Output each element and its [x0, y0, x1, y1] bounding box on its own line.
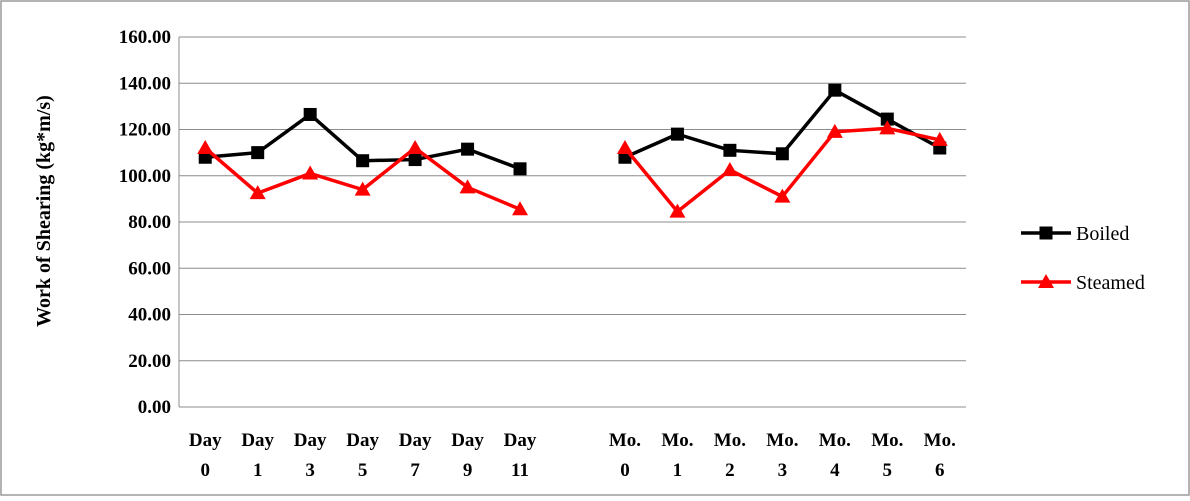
legend: Boiled Steamed	[1021, 223, 1145, 294]
x-tick-label: Day	[451, 430, 484, 451]
x-tick-label: Mo.	[714, 430, 746, 451]
x-tick-label: Day	[504, 430, 537, 451]
x-tick-label: Day	[189, 430, 222, 451]
data-point	[407, 140, 424, 154]
data-point	[616, 140, 633, 154]
x-tick-label: Day	[399, 430, 432, 451]
data-point	[880, 112, 894, 126]
x-tick-label: Mo.	[661, 430, 693, 451]
data-point	[931, 131, 948, 146]
data-point	[513, 162, 527, 176]
x-tick-label: 5	[358, 460, 368, 481]
data-point	[669, 203, 686, 218]
data-point	[461, 142, 475, 156]
x-tick-label: 0	[200, 460, 210, 481]
data-point	[723, 143, 737, 157]
y-tick-labels: 0.00 20.00 40.00 60.00 80.00 100.00 120.00 140.…	[119, 27, 171, 418]
x-tick-label: 9	[463, 460, 473, 481]
data-point	[302, 165, 319, 180]
data-point	[408, 153, 422, 167]
data-point	[721, 161, 738, 176]
x-tick-label: Day	[294, 430, 327, 451]
x-tick-label: 3	[305, 460, 315, 481]
data-point	[251, 146, 265, 160]
data-point	[303, 107, 317, 121]
y-tick-label: 160.00	[119, 27, 171, 48]
y-tick-label: 80.00	[128, 212, 171, 233]
data-point	[354, 181, 371, 196]
data-point	[670, 127, 684, 141]
data-point	[774, 188, 791, 203]
x-tick-label: 2	[725, 460, 735, 481]
data-point	[828, 83, 842, 97]
x-tick-label: 4	[830, 460, 840, 481]
x-tick-label: 7	[410, 460, 420, 481]
x-tick-label: 1	[673, 460, 683, 481]
x-tick-label: Day	[346, 430, 379, 451]
x-tick-label: Mo.	[924, 430, 956, 451]
data-point	[826, 123, 843, 138]
series	[197, 83, 948, 218]
x-tick-label: Mo.	[609, 430, 641, 451]
legend-marker	[1039, 226, 1053, 240]
x-tick-label: Mo.	[819, 430, 851, 451]
data-point	[459, 179, 476, 194]
data-point	[356, 154, 370, 168]
y-tick-label: 0.00	[138, 397, 171, 418]
x-tick-label: 6	[935, 460, 945, 481]
axes	[178, 37, 966, 408]
legend-label: Steamed	[1076, 272, 1145, 294]
series-boiled	[198, 83, 947, 176]
y-tick-label: 140.00	[119, 73, 171, 94]
data-point	[775, 147, 789, 161]
x-tick-label: 3	[778, 460, 788, 481]
y-tick-label: 120.00	[119, 120, 171, 141]
data-point	[249, 185, 266, 200]
y-tick-label: 40.00	[128, 305, 171, 326]
y-tick-label: 100.00	[119, 166, 171, 187]
data-point	[197, 140, 214, 154]
x-tick-label: 0	[620, 460, 630, 481]
x-tick-label: 1	[253, 460, 263, 481]
y-axis-title: Work of Shearing (kg*m/s)	[33, 95, 55, 327]
series-steamed	[197, 120, 948, 218]
x-tick-label: 5	[883, 460, 893, 481]
x-tick-label: Mo.	[871, 430, 903, 451]
y-tick-label: 60.00	[128, 258, 171, 279]
data-point	[879, 120, 896, 135]
data-point	[512, 201, 529, 216]
legend-label: Boiled	[1076, 223, 1129, 245]
x-tick-label: 11	[511, 460, 529, 481]
x-tick-labels: Day 0 Day 1 Day 3 Day 5 Day 7 Day 9 Day 11 Mo. 0 Mo. 1 Mo.…	[189, 430, 956, 481]
legend-marker	[1038, 274, 1054, 288]
y-tick-label: 20.00	[128, 351, 171, 372]
x-tick-label: Day	[241, 430, 274, 451]
x-tick-label: Mo.	[766, 430, 798, 451]
